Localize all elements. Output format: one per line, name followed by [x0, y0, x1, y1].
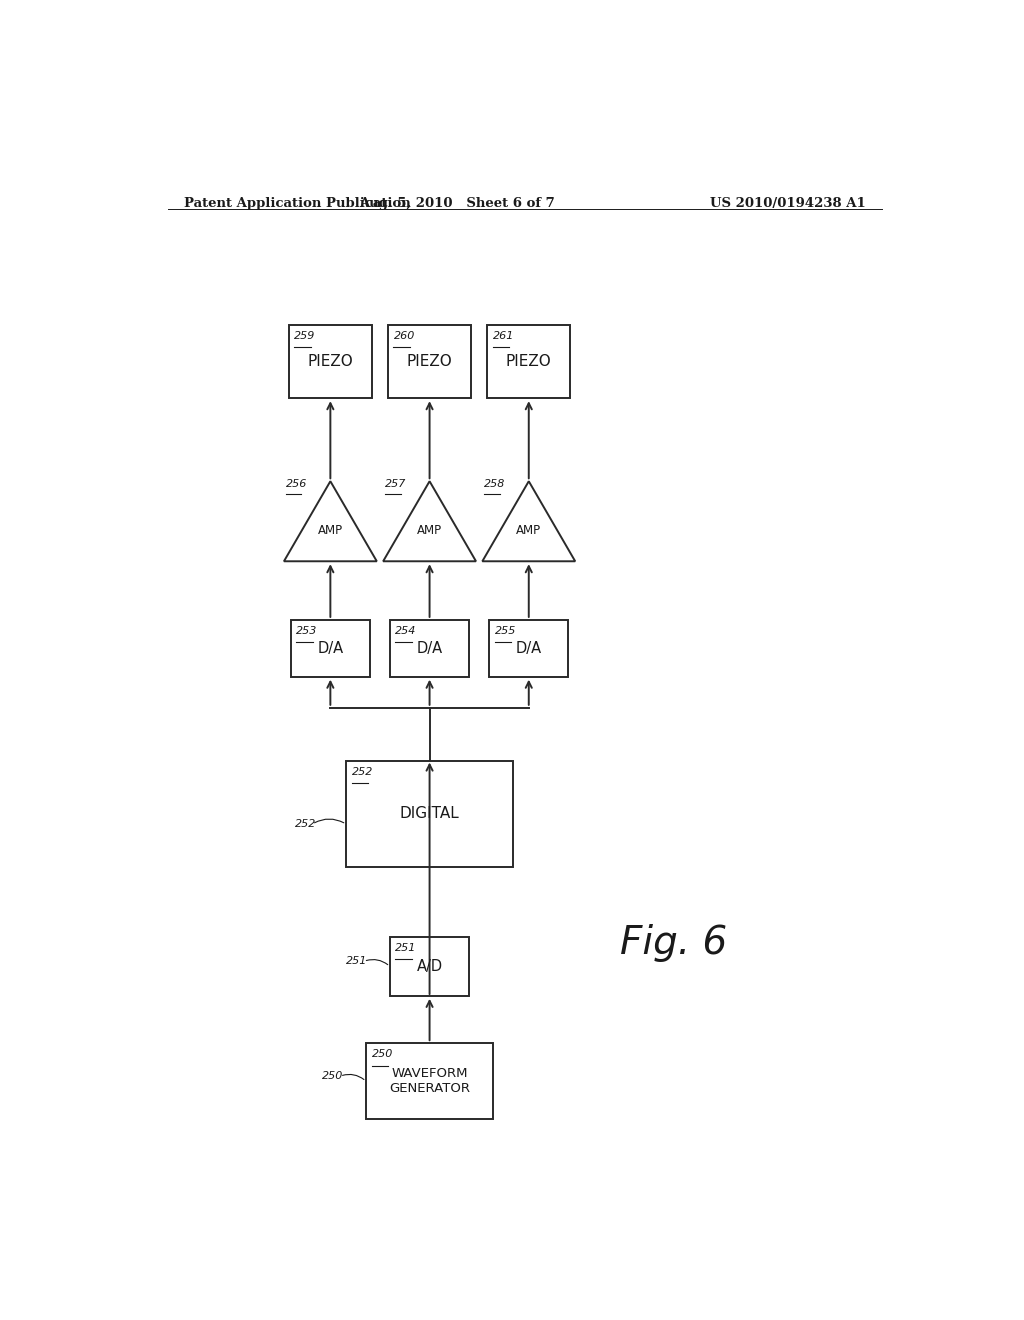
- Text: Patent Application Publication: Patent Application Publication: [183, 197, 411, 210]
- Text: 255: 255: [495, 626, 516, 636]
- Text: 258: 258: [484, 479, 505, 490]
- FancyBboxPatch shape: [367, 1043, 494, 1119]
- FancyBboxPatch shape: [289, 325, 372, 399]
- Text: 252: 252: [352, 767, 373, 776]
- Text: 260: 260: [393, 331, 415, 341]
- Text: 256: 256: [286, 479, 307, 490]
- FancyBboxPatch shape: [388, 325, 471, 399]
- Text: 251: 251: [346, 957, 368, 966]
- Text: A/D: A/D: [417, 958, 442, 974]
- Text: 250: 250: [323, 1072, 344, 1081]
- FancyBboxPatch shape: [291, 620, 370, 677]
- Text: AMP: AMP: [516, 524, 542, 537]
- Polygon shape: [482, 482, 575, 561]
- Text: D/A: D/A: [516, 640, 542, 656]
- Text: DIGITAL: DIGITAL: [399, 807, 460, 821]
- Text: 254: 254: [395, 626, 417, 636]
- Text: Aug. 5, 2010   Sheet 6 of 7: Aug. 5, 2010 Sheet 6 of 7: [359, 197, 555, 210]
- Polygon shape: [284, 482, 377, 561]
- FancyBboxPatch shape: [487, 325, 570, 399]
- Text: WAVEFORM
GENERATOR: WAVEFORM GENERATOR: [389, 1068, 470, 1096]
- Text: AMP: AMP: [317, 524, 343, 537]
- Text: 253: 253: [296, 626, 317, 636]
- Text: D/A: D/A: [417, 640, 442, 656]
- FancyBboxPatch shape: [390, 937, 469, 995]
- Text: AMP: AMP: [417, 524, 442, 537]
- Text: 251: 251: [395, 942, 417, 953]
- FancyBboxPatch shape: [346, 760, 513, 867]
- Text: D/A: D/A: [317, 640, 343, 656]
- Text: 261: 261: [493, 331, 514, 341]
- Text: 257: 257: [385, 479, 407, 490]
- Text: US 2010/0194238 A1: US 2010/0194238 A1: [711, 197, 866, 210]
- Text: 250: 250: [372, 1049, 393, 1059]
- Polygon shape: [383, 482, 476, 561]
- Text: 252: 252: [295, 820, 316, 829]
- Text: 259: 259: [294, 331, 315, 341]
- Text: PIEZO: PIEZO: [506, 354, 552, 370]
- Text: Fig. 6: Fig. 6: [620, 924, 727, 962]
- FancyBboxPatch shape: [489, 620, 568, 677]
- FancyBboxPatch shape: [390, 620, 469, 677]
- Text: PIEZO: PIEZO: [307, 354, 353, 370]
- Text: PIEZO: PIEZO: [407, 354, 453, 370]
